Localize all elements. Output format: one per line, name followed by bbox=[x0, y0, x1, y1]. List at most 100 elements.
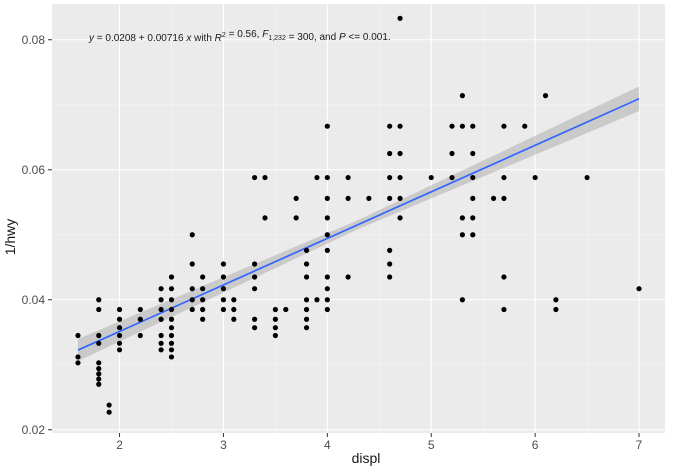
data-point bbox=[553, 297, 559, 303]
data-point bbox=[501, 174, 507, 181]
data-point bbox=[272, 332, 278, 339]
data-point bbox=[387, 150, 393, 157]
data-point bbox=[314, 174, 320, 181]
data-point bbox=[387, 174, 393, 181]
data-point bbox=[75, 360, 81, 366]
data-point bbox=[96, 332, 102, 339]
equation-segment: y bbox=[88, 33, 95, 44]
x-tick-label: 3 bbox=[220, 438, 227, 452]
equation-segment: = 300, and bbox=[286, 32, 339, 43]
y-tick-label: 0.04 bbox=[22, 293, 46, 307]
data-point bbox=[220, 297, 227, 303]
data-point bbox=[262, 174, 268, 181]
data-point bbox=[106, 409, 112, 415]
data-point bbox=[501, 195, 507, 201]
equation-segment: with bbox=[191, 33, 214, 44]
data-point bbox=[200, 286, 206, 292]
data-points bbox=[75, 15, 642, 415]
data-point bbox=[293, 195, 299, 201]
data-point bbox=[449, 174, 455, 181]
data-point bbox=[252, 325, 258, 331]
data-point bbox=[262, 215, 268, 221]
data-point bbox=[397, 174, 403, 181]
data-point bbox=[168, 297, 175, 303]
data-point bbox=[470, 123, 476, 129]
data-point bbox=[96, 371, 102, 377]
data-point bbox=[283, 306, 289, 313]
y-tick-label: 0.06 bbox=[22, 163, 46, 177]
x-tick-label: 4 bbox=[324, 438, 331, 452]
x-tick-label: 7 bbox=[636, 438, 643, 452]
data-point bbox=[303, 261, 310, 267]
data-point bbox=[387, 195, 393, 201]
data-point bbox=[252, 316, 258, 322]
data-point bbox=[200, 297, 206, 303]
data-point bbox=[345, 274, 351, 280]
data-point bbox=[324, 297, 330, 303]
data-point bbox=[168, 332, 175, 339]
data-point bbox=[397, 215, 403, 221]
data-point bbox=[397, 15, 403, 21]
data-point bbox=[220, 261, 227, 267]
data-point bbox=[303, 297, 310, 303]
data-point bbox=[116, 340, 123, 346]
panel-background bbox=[52, 4, 665, 433]
y-tick-label: 0.02 bbox=[22, 423, 46, 437]
x-tick-label: 2 bbox=[116, 438, 123, 452]
data-point bbox=[116, 332, 123, 339]
data-point bbox=[584, 174, 590, 181]
data-point bbox=[459, 93, 465, 99]
data-point bbox=[324, 123, 330, 129]
data-point bbox=[158, 347, 164, 353]
data-point bbox=[459, 297, 465, 303]
data-point bbox=[96, 366, 102, 372]
data-point bbox=[522, 123, 528, 129]
data-point bbox=[252, 261, 258, 267]
plot-panel bbox=[52, 4, 665, 433]
data-point bbox=[303, 247, 310, 253]
data-point bbox=[470, 215, 476, 221]
data-point bbox=[272, 316, 278, 322]
y-axis-title: 1/hwy bbox=[2, 219, 18, 256]
data-point bbox=[168, 354, 175, 360]
data-point bbox=[459, 232, 465, 238]
regression-equation: y = 0.0208 + 0.00716 x with R2 = 0.56, F… bbox=[88, 29, 391, 44]
data-point bbox=[220, 306, 227, 313]
data-point bbox=[220, 286, 227, 292]
data-point bbox=[200, 316, 206, 322]
data-point bbox=[324, 215, 330, 221]
y-tick-label: 0.08 bbox=[22, 33, 46, 47]
data-point bbox=[75, 354, 81, 360]
data-point bbox=[116, 347, 123, 353]
data-point bbox=[470, 232, 476, 238]
equation-segment: 2 bbox=[222, 32, 226, 39]
data-point bbox=[96, 340, 102, 346]
data-point bbox=[116, 306, 123, 313]
data-point bbox=[189, 232, 195, 238]
data-point bbox=[189, 261, 195, 267]
axes: 2 3 4 5 6 7 0.02 0.04 0.06 0.08 bbox=[22, 33, 643, 452]
data-point bbox=[366, 195, 372, 201]
data-point bbox=[636, 286, 642, 292]
data-point bbox=[158, 340, 164, 346]
data-point bbox=[137, 316, 143, 322]
data-point bbox=[231, 316, 237, 322]
data-point bbox=[501, 123, 507, 129]
data-point bbox=[252, 286, 258, 292]
data-point bbox=[459, 123, 465, 129]
data-point bbox=[158, 332, 164, 339]
data-point bbox=[324, 247, 330, 253]
x-tick-label: 5 bbox=[428, 438, 435, 452]
equation-segment: x bbox=[185, 33, 192, 44]
data-point bbox=[272, 325, 278, 331]
data-point bbox=[397, 123, 403, 129]
data-point bbox=[168, 347, 175, 353]
data-point bbox=[96, 306, 102, 313]
equation-segment: F bbox=[262, 29, 269, 40]
data-point bbox=[324, 274, 330, 280]
data-point bbox=[449, 150, 455, 157]
data-point bbox=[397, 150, 403, 157]
data-point bbox=[387, 274, 393, 280]
data-point bbox=[158, 316, 164, 322]
data-point bbox=[532, 174, 538, 181]
